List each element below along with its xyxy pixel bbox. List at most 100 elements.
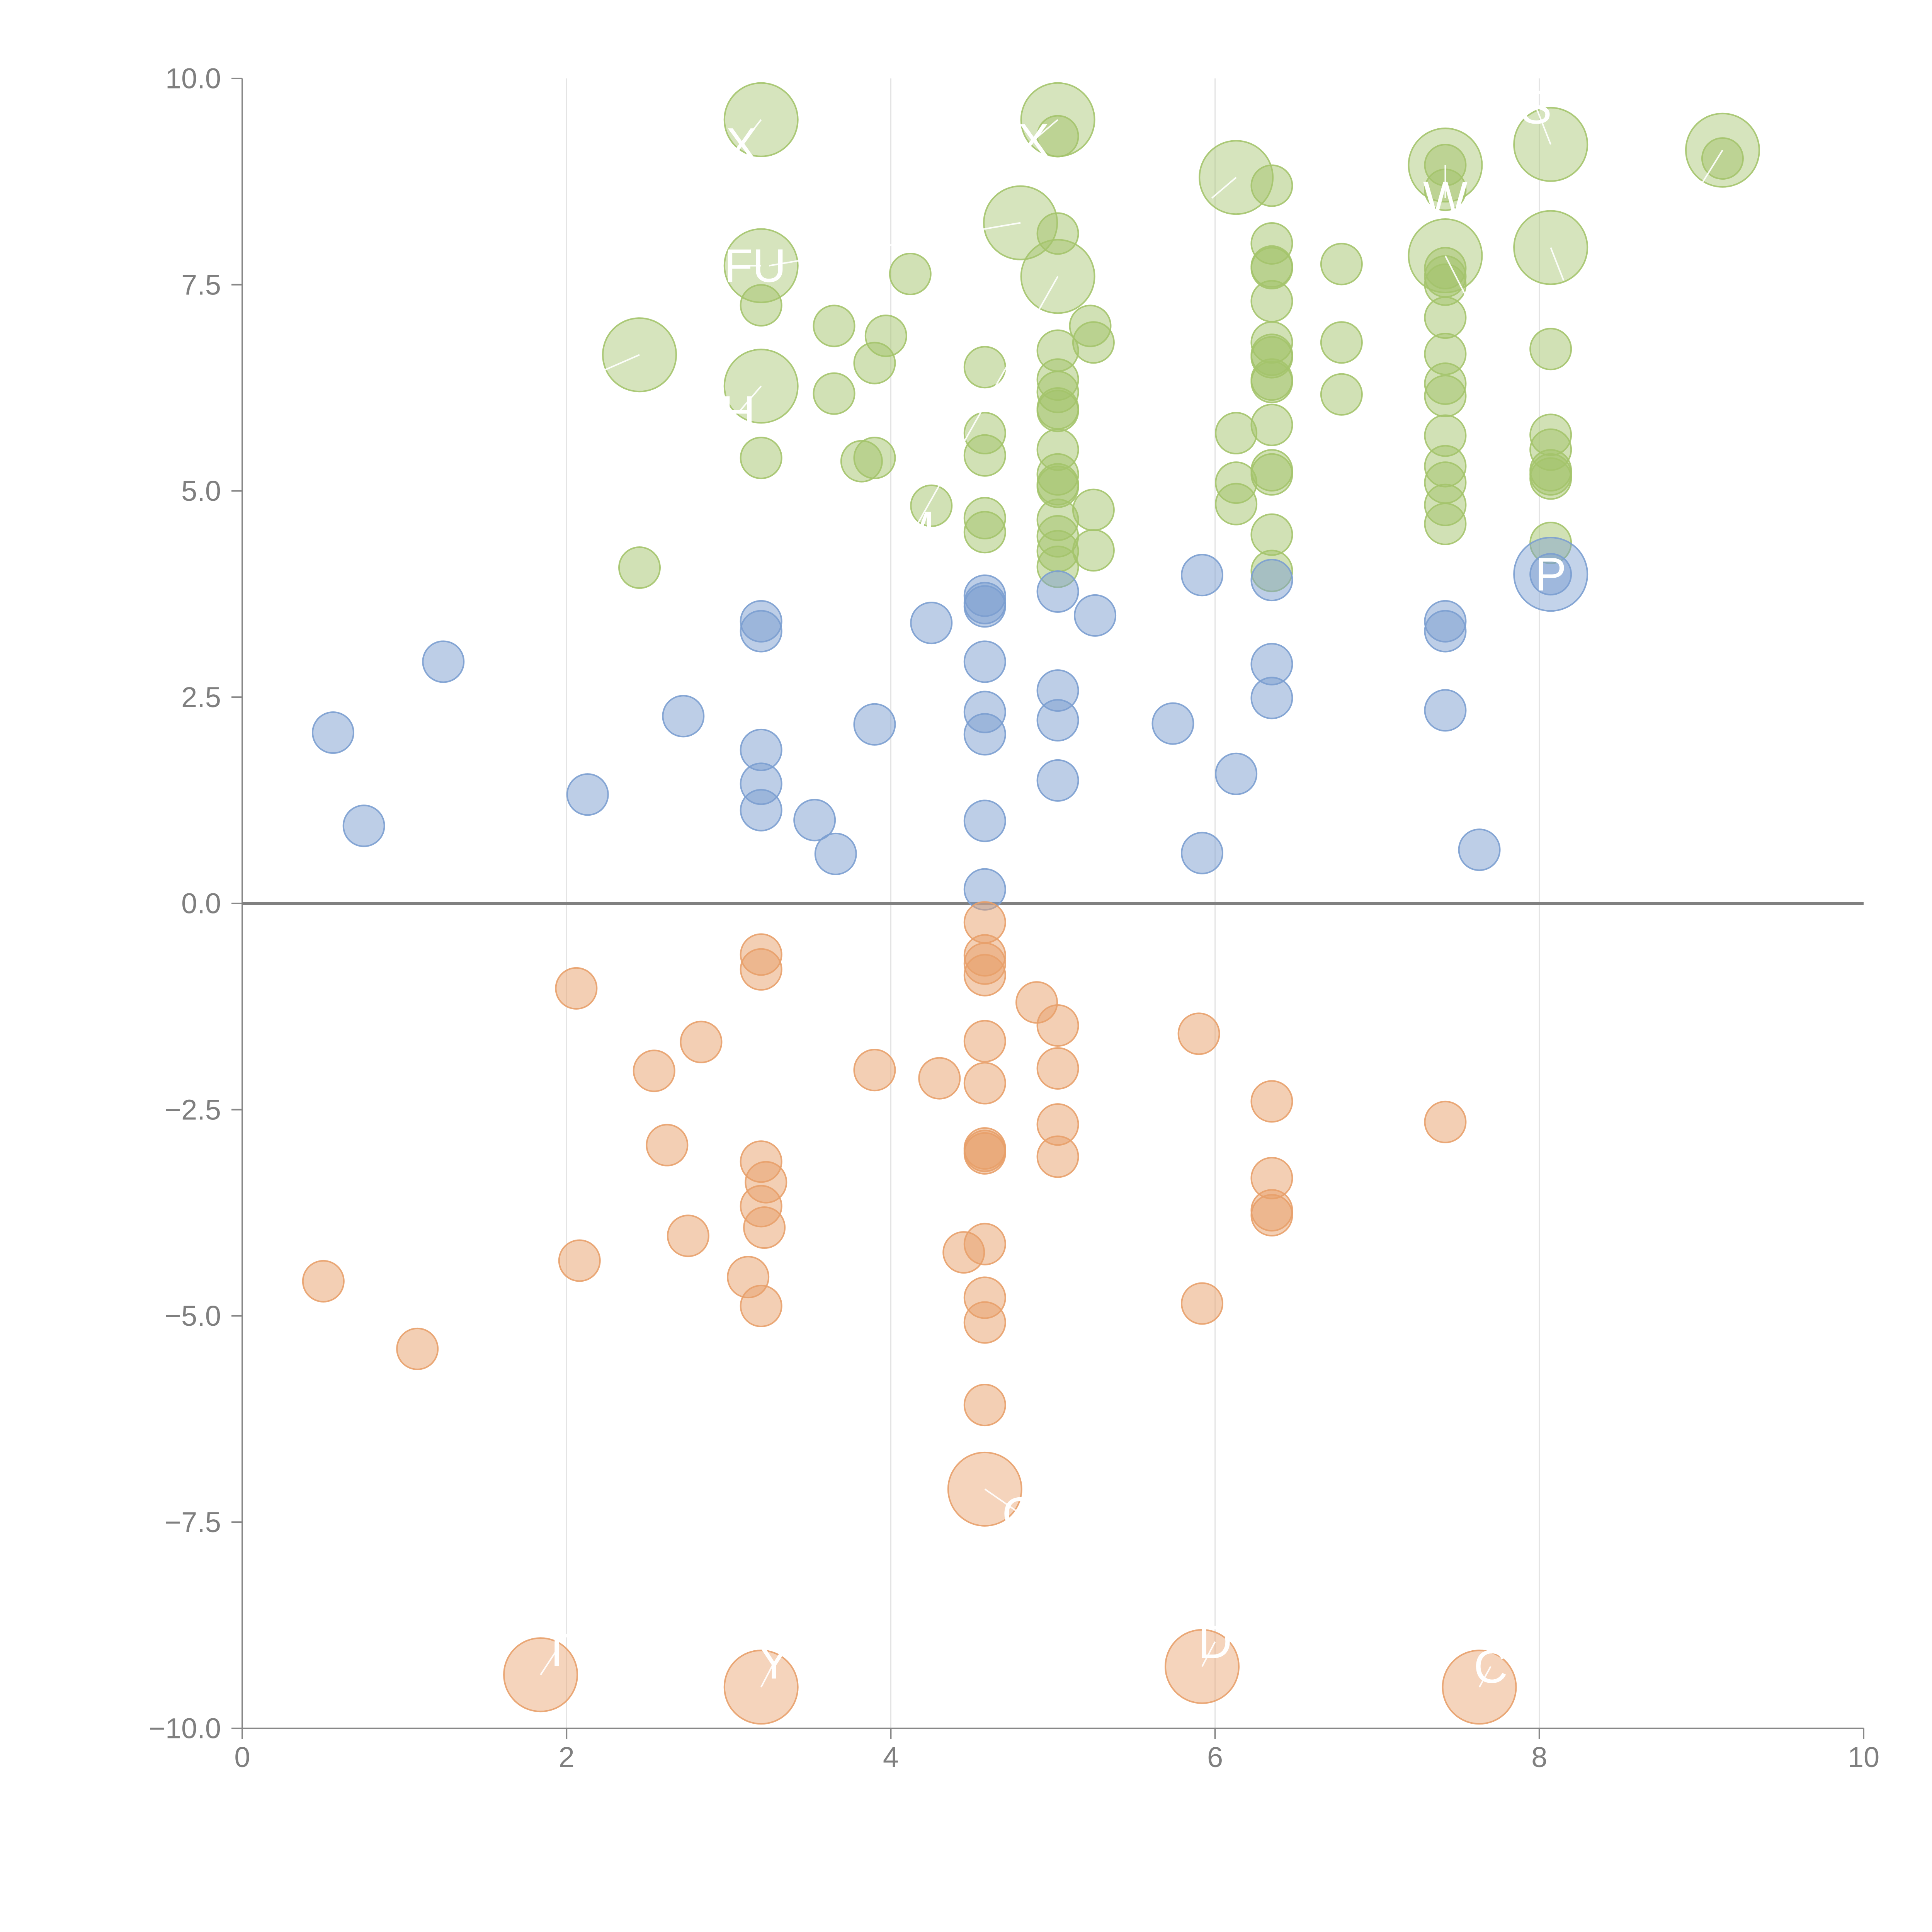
- low-data-point: [963, 1223, 1006, 1265]
- mid-data-point: [814, 832, 857, 875]
- mid-data-point: [662, 695, 705, 738]
- y-tick-label: 0.0: [181, 888, 221, 920]
- x-tick-label: 2: [559, 1741, 575, 1773]
- high-data-point: [1320, 243, 1363, 286]
- x-tick-label: 10: [1848, 1741, 1879, 1773]
- high-data-point: [1250, 280, 1293, 323]
- x-tick-label: 8: [1531, 1741, 1547, 1773]
- annotation-leader-line: [741, 119, 762, 145]
- annotation-leader-line: [1550, 247, 1565, 281]
- low-data-point: [743, 1206, 786, 1249]
- high-data-point: [1424, 296, 1467, 339]
- annotation-label: W: [1423, 172, 1468, 224]
- high-data-point: [1250, 513, 1293, 556]
- high-data-point: [1424, 374, 1467, 417]
- low-data-point: [680, 1020, 723, 1063]
- annotation-label: O: [1002, 1488, 1039, 1540]
- x-tick-label: 6: [1207, 1741, 1223, 1773]
- high-data-point: [963, 511, 1006, 554]
- high-data-point: [853, 437, 896, 480]
- low-data-point: [633, 1049, 675, 1092]
- low-data-point: [1424, 1100, 1467, 1143]
- annotated-bubble: [1513, 537, 1588, 612]
- low-data-point: [396, 1327, 439, 1370]
- annotation-leader-line: [1033, 119, 1058, 141]
- high-data-point: [1424, 502, 1467, 545]
- high-data-point: [1215, 483, 1258, 526]
- high-data-point: [1250, 403, 1293, 446]
- low-data-point: [1036, 1047, 1079, 1090]
- annotation-leader-line: [1201, 1641, 1216, 1667]
- high-data-point: [1250, 361, 1293, 403]
- low-data-point: [1250, 1194, 1293, 1237]
- low-data-point: [963, 1384, 1006, 1427]
- high-data-point: [813, 304, 855, 347]
- high-data-point: [889, 252, 932, 295]
- annotation-label: P: [1535, 548, 1566, 600]
- high-data-point: [1320, 373, 1363, 416]
- mid-data-point: [311, 711, 354, 754]
- y-tick-label: 7.5: [181, 269, 221, 301]
- labels-layer: X X FU H M WS P O T Y D C: [540, 81, 1723, 1693]
- annotation-leader-line: [540, 1650, 558, 1675]
- y-tick-label: −2.5: [165, 1094, 221, 1126]
- mid-data-point: [1036, 759, 1079, 802]
- mid-data-point: [910, 602, 953, 645]
- mid-data-point: [1250, 677, 1293, 719]
- high-data-point: [740, 437, 782, 480]
- annotation-label: X: [1018, 114, 1049, 167]
- annotation-label: M: [896, 502, 935, 554]
- mid-data-point: [1529, 553, 1572, 596]
- high-data-point: [1250, 453, 1293, 496]
- mid-data-point: [740, 789, 782, 832]
- mid-data-point: [1424, 689, 1467, 732]
- mid-data-point: [853, 703, 896, 746]
- high-data-point: [1036, 212, 1079, 255]
- low-data-point: [667, 1214, 709, 1257]
- low-data-point: [963, 1062, 1006, 1105]
- mid-data-point: [963, 713, 1006, 756]
- y-tick-label: 2.5: [181, 681, 221, 713]
- high-data-point: [1529, 328, 1572, 371]
- low-data-point: [558, 1239, 601, 1282]
- low-data-point: [302, 1260, 345, 1303]
- annotation-leader-line: [769, 222, 1021, 267]
- mid-data-point: [963, 799, 1006, 842]
- high-data-point: [1072, 321, 1115, 364]
- mid-data-point: [1424, 610, 1467, 653]
- low-data-point: [853, 1049, 896, 1092]
- high-data-point: [1072, 529, 1115, 572]
- low-data-point: [918, 1057, 961, 1100]
- y-tick-label: −5.0: [165, 1300, 221, 1332]
- low-data-point: [1177, 1012, 1220, 1055]
- low-data-point: [963, 954, 1006, 997]
- y-tick-label: −10.0: [149, 1713, 221, 1745]
- low-data-point: [963, 1301, 1006, 1344]
- annotation-label: S: [1520, 81, 1552, 134]
- high-data-point: [1320, 321, 1363, 364]
- mid-data-point: [1458, 828, 1501, 871]
- annotation-label: Y: [759, 1636, 790, 1689]
- points-layer: [302, 82, 1760, 1725]
- low-data-point: [1036, 1004, 1079, 1047]
- mid-data-point: [963, 585, 1006, 628]
- annotation-label: F: [724, 240, 753, 292]
- high-data-point: [864, 315, 907, 357]
- mid-data-point: [566, 773, 609, 816]
- low-data-point: [1036, 1135, 1079, 1178]
- low-data-point: [963, 1132, 1006, 1175]
- y-tick-label: 10.0: [165, 63, 221, 95]
- annotation-leader-line: [1535, 107, 1552, 145]
- low-data-point: [963, 1020, 1006, 1063]
- annotation-label: H: [721, 386, 755, 439]
- mid-data-point: [1250, 559, 1293, 602]
- low-data-point: [646, 1124, 689, 1167]
- annotation-leader-line: [1444, 255, 1467, 298]
- annotation-leader-line: [914, 276, 1059, 529]
- low-data-point: [555, 967, 598, 1010]
- annotation-label: U: [752, 240, 786, 292]
- low-data-point: [740, 948, 782, 991]
- annotation-leader-line: [1211, 177, 1237, 199]
